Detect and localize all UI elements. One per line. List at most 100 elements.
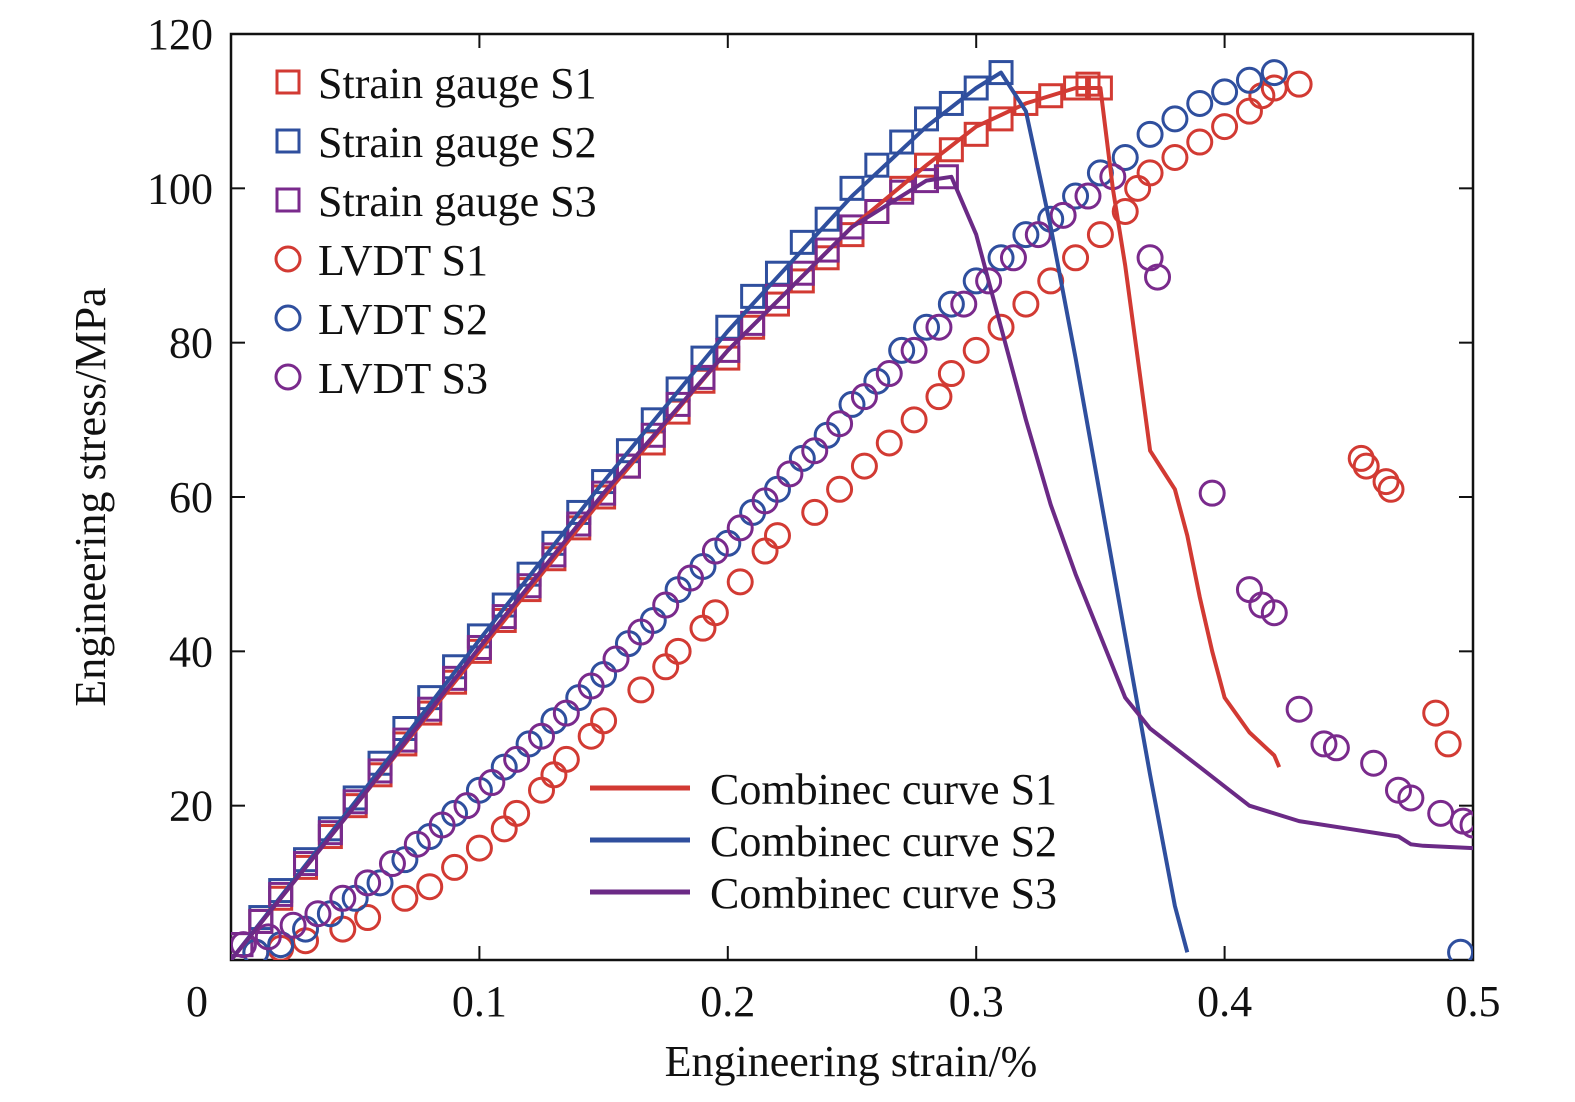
legend-label: Combinec curve S2 xyxy=(710,817,1057,866)
circle-point xyxy=(1372,468,1400,496)
circle-point xyxy=(875,360,903,388)
circle-point xyxy=(1136,159,1164,187)
circle-point xyxy=(1211,78,1239,106)
circle-point xyxy=(689,614,717,642)
square-point xyxy=(1038,83,1064,109)
circle-point xyxy=(913,313,941,341)
square-point xyxy=(715,314,741,340)
legend-item-marker-5: LVDT S2 xyxy=(274,295,488,344)
legend-circle-icon xyxy=(274,363,302,391)
circle-point xyxy=(664,637,692,665)
legend-circle-icon xyxy=(274,245,302,273)
marker-series-4 xyxy=(242,70,1462,960)
circle-point xyxy=(1260,599,1288,627)
circle-point xyxy=(987,244,1015,272)
circle-point xyxy=(627,618,655,646)
circle-point xyxy=(962,336,990,364)
circle-point xyxy=(801,498,829,526)
circle-point xyxy=(850,383,878,411)
legend-label: LVDT S1 xyxy=(318,236,488,285)
x-axis-label: Engineering strain/% xyxy=(665,1037,1038,1086)
circle-point xyxy=(850,452,878,480)
circle-point xyxy=(1161,105,1189,133)
square-point xyxy=(293,851,319,877)
circle-point xyxy=(441,853,469,881)
circle-point xyxy=(701,599,729,627)
circle-point xyxy=(826,410,854,438)
circle-point xyxy=(1062,244,1090,272)
circle-point xyxy=(602,645,630,673)
square-point xyxy=(442,665,468,691)
y-tick-label: 40 xyxy=(169,627,213,676)
legend-label: Combinec curve S3 xyxy=(710,869,1057,918)
circle-point xyxy=(652,591,680,619)
circle-point xyxy=(577,722,605,750)
y-tick-label: 100 xyxy=(147,164,213,213)
circle-point xyxy=(254,923,282,951)
legend-item-marker-2: Strain gauge S2 xyxy=(275,118,597,167)
y-axis-label: Engineering stress/MPa xyxy=(66,287,115,706)
square-point xyxy=(963,75,989,101)
circle-point xyxy=(1198,479,1226,507)
square-point xyxy=(466,634,492,660)
circle-point xyxy=(726,568,754,596)
circle-point xyxy=(577,672,605,700)
circle-point xyxy=(528,722,555,750)
square-point xyxy=(789,268,815,294)
square-point xyxy=(690,345,716,371)
circle-point xyxy=(1347,444,1375,472)
circle-point xyxy=(231,931,257,959)
circle-point xyxy=(354,904,382,932)
legend-circle-icon xyxy=(274,304,302,332)
legend-label: LVDT S2 xyxy=(318,295,488,344)
circle-point xyxy=(975,267,1003,295)
legend-item-line-2: Combinec curve S2 xyxy=(590,817,1057,866)
circle-point xyxy=(726,514,754,542)
square-point xyxy=(839,214,865,240)
circle-point xyxy=(1136,244,1164,272)
circle-point xyxy=(1049,201,1077,229)
circle-point xyxy=(1144,263,1172,291)
circle-point xyxy=(1012,290,1040,318)
legend-label: Strain gauge S2 xyxy=(318,118,597,167)
circle-point xyxy=(590,707,618,735)
circle-point xyxy=(1012,221,1040,249)
y-tick-label: 80 xyxy=(169,319,213,368)
combined-curve-3 xyxy=(231,174,1473,960)
square-point xyxy=(789,229,815,255)
y-tick-label: 60 xyxy=(169,473,213,522)
legend-item-marker-4: LVDT S1 xyxy=(274,236,488,285)
circle-point xyxy=(677,564,705,592)
square-point xyxy=(342,789,368,815)
circle-point xyxy=(888,336,916,364)
circle-point xyxy=(1086,221,1114,249)
circle-point xyxy=(1074,182,1102,210)
legend-square-icon xyxy=(275,187,301,213)
square-point xyxy=(789,260,815,286)
legend-item-line-1: Combinec curve S1 xyxy=(590,765,1057,814)
combined-curve-2 xyxy=(231,70,1190,960)
circle-point xyxy=(937,360,965,388)
circle-point xyxy=(1062,182,1090,210)
circle-point xyxy=(826,475,854,503)
circle-point xyxy=(329,884,357,912)
circle-point xyxy=(751,537,779,565)
square-point xyxy=(988,60,1014,86)
circle-point xyxy=(503,745,531,773)
square-point xyxy=(740,283,766,309)
x-tick-label: 0.4 xyxy=(1197,977,1252,1026)
circle-point xyxy=(763,522,791,550)
circle-point xyxy=(1459,811,1473,839)
circle-point xyxy=(304,900,332,928)
circle-point xyxy=(490,815,518,843)
circle-point xyxy=(900,336,928,364)
legend-square-icon xyxy=(275,69,301,95)
circle-point xyxy=(503,799,531,827)
circle-point xyxy=(279,911,307,939)
legend-square-icon xyxy=(275,128,301,154)
square-point xyxy=(864,198,890,224)
circle-point xyxy=(875,429,903,457)
square-point xyxy=(417,696,443,722)
